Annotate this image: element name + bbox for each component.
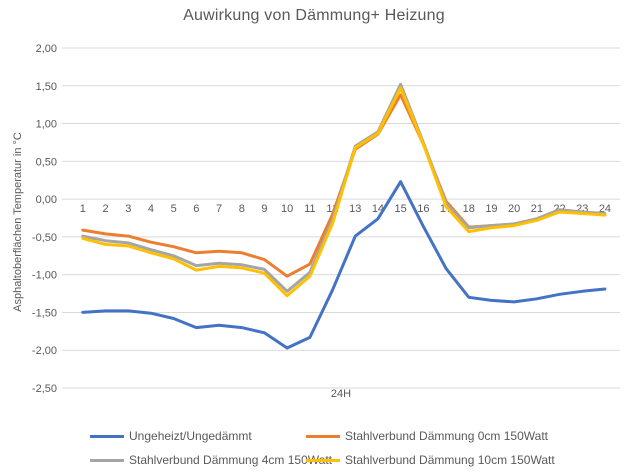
x-tick-label: 10 bbox=[281, 203, 293, 215]
y-tick-label: -2,00 bbox=[32, 345, 57, 357]
y-tick-label: 0,00 bbox=[36, 194, 57, 206]
y-tick-label: 1,00 bbox=[36, 119, 57, 131]
y-tick-label: 1,50 bbox=[36, 81, 57, 93]
x-tick-label: 18 bbox=[463, 203, 475, 215]
legend-item-daemmung-0cm: Stahlverbund Dämmung 0cm 150Watt bbox=[306, 429, 555, 443]
x-tick-label: 2 bbox=[102, 203, 108, 215]
y-tick-label: -0,50 bbox=[32, 232, 57, 244]
x-tick-label: 16 bbox=[417, 203, 429, 215]
legend-label: Stahlverbund Dämmung 4cm 150Watt bbox=[129, 453, 332, 467]
legend-item-ungeheizt: Ungeheizt/Ungedämmt bbox=[90, 429, 306, 443]
x-tick-label: 4 bbox=[148, 203, 154, 215]
legend-swatch-orange bbox=[306, 434, 340, 438]
x-tick-label: 8 bbox=[239, 203, 245, 215]
y-tick-label: -1,50 bbox=[32, 307, 57, 319]
chart-title: Auwirkung von Dämmung+ Heizung bbox=[183, 7, 445, 24]
x-tick-label: 3 bbox=[125, 203, 131, 215]
x-tick-label: 19 bbox=[485, 203, 497, 215]
x-tick-label: 21 bbox=[531, 203, 543, 215]
y-tick-label: 2,00 bbox=[36, 43, 57, 55]
x-tick-label: 6 bbox=[193, 203, 199, 215]
x-tick-label: 9 bbox=[261, 203, 267, 215]
y-tick-label: 0,50 bbox=[36, 156, 57, 168]
x-tick-label: 13 bbox=[349, 203, 361, 215]
legend-label: Ungeheizt/Ungedämmt bbox=[129, 429, 252, 443]
legend-swatch-blue bbox=[90, 434, 124, 438]
x-tick-label: 5 bbox=[171, 203, 177, 215]
legend-item-daemmung-10cm: Stahlverbund Dämmung 10cm 150Watt bbox=[306, 453, 555, 467]
x-tick-label: 1 bbox=[80, 203, 86, 215]
x-axis-title: 24H bbox=[330, 388, 352, 400]
series-line-3 bbox=[81, 86, 607, 298]
y-tick-label: -1,00 bbox=[32, 270, 57, 282]
legend-swatch-yellow bbox=[306, 458, 340, 462]
legend: Ungeheizt/Ungedämmt Stahlverbund Dämmung… bbox=[90, 429, 555, 467]
legend-swatch-gray bbox=[90, 458, 124, 462]
x-tick-label: 7 bbox=[216, 203, 222, 215]
legend-label: Stahlverbund Dämmung 10cm 150Watt bbox=[345, 453, 555, 467]
series-line-0 bbox=[81, 180, 607, 350]
x-tick-label: 15 bbox=[395, 203, 407, 215]
x-tick-label: 11 bbox=[304, 203, 315, 215]
legend-item-daemmung-4cm: Stahlverbund Dämmung 4cm 150Watt bbox=[90, 453, 332, 467]
legend-label: Stahlverbund Dämmung 0cm 150Watt bbox=[345, 429, 548, 443]
y-tick-label: -2,50 bbox=[32, 383, 57, 395]
x-tick-label: 20 bbox=[508, 203, 520, 215]
